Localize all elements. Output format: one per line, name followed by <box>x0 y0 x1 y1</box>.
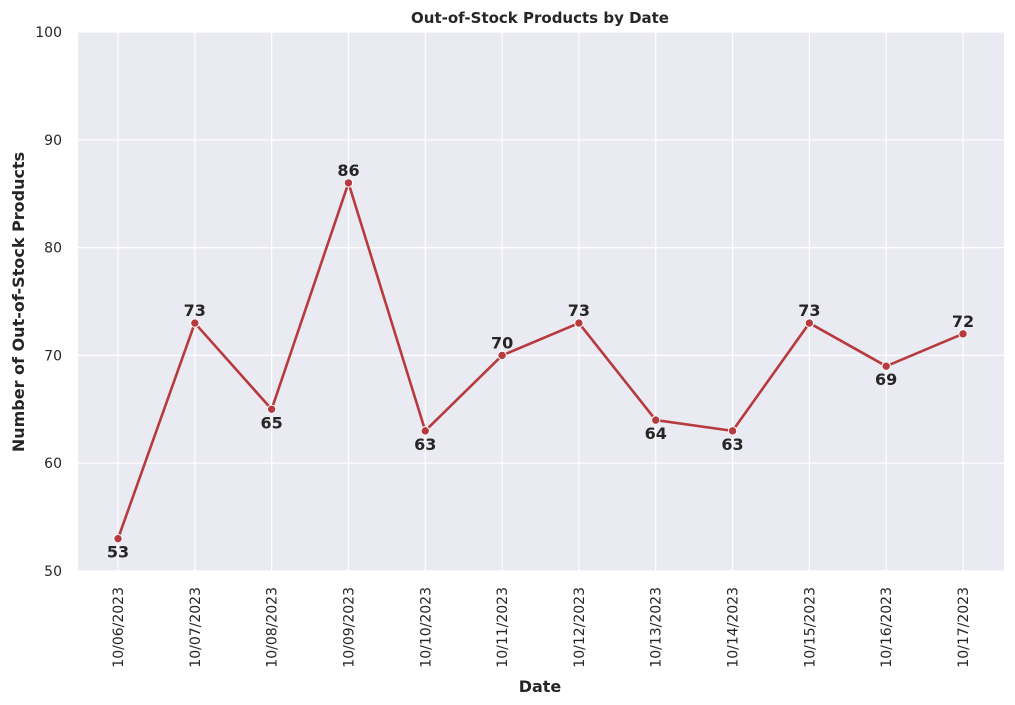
data-point <box>497 350 507 361</box>
plot-area <box>78 32 1004 571</box>
x-axis-ticks: 10/06/2023 10/07/2023 10/08/2023 10/09/2023… <box>111 587 972 668</box>
data-label: 86 <box>337 161 359 180</box>
x-tick-label: 10/12/2023 <box>572 587 588 668</box>
x-tick-label: 10/09/2023 <box>341 587 357 668</box>
data-label: 73 <box>568 301 590 320</box>
data-point <box>420 426 430 436</box>
x-tick-label: 10/17/2023 <box>956 587 972 668</box>
grid-lines <box>78 31 1004 572</box>
series-line <box>116 181 964 540</box>
data-point <box>804 318 815 328</box>
y-tick-label: 70 <box>44 348 62 364</box>
y-tick-label: 50 <box>44 564 62 580</box>
data-labels: 53 73 65 86 63 70 73 64 63 73 69 72 <box>107 161 974 562</box>
x-tick-label: 10/10/2023 <box>418 587 434 668</box>
x-axis-title: Date <box>519 677 562 696</box>
data-label: 65 <box>261 413 283 432</box>
data-point <box>113 533 123 544</box>
x-tick-label: 10/16/2023 <box>879 587 895 668</box>
data-point <box>190 318 200 328</box>
y-tick-label: 80 <box>44 241 62 257</box>
y-axis-title: Number of Out-of-Stock Products <box>9 152 28 452</box>
data-label: 69 <box>875 370 897 389</box>
y-tick-label: 60 <box>44 456 62 472</box>
y-tick-label: 100 <box>35 25 62 41</box>
x-tick-label: 10/06/2023 <box>111 587 127 668</box>
data-point <box>343 178 354 188</box>
y-tick-label: 90 <box>44 133 62 149</box>
data-label: 63 <box>721 435 743 454</box>
series-markers <box>113 178 968 544</box>
data-label: 70 <box>491 333 513 352</box>
data-label: 72 <box>952 312 974 331</box>
data-label: 73 <box>184 301 206 320</box>
data-point <box>574 318 584 328</box>
data-label: 63 <box>414 435 436 454</box>
data-point <box>651 415 661 425</box>
x-tick-label: 10/07/2023 <box>188 587 204 668</box>
x-tick-label: 10/08/2023 <box>265 587 281 668</box>
data-point <box>727 426 738 436</box>
x-tick-label: 10/15/2023 <box>802 587 818 668</box>
x-tick-label: 10/14/2023 <box>726 587 742 668</box>
data-point <box>881 361 891 371</box>
x-tick-label: 10/13/2023 <box>649 587 665 668</box>
data-label: 64 <box>645 424 667 443</box>
x-tick-label: 10/11/2023 <box>495 587 511 668</box>
data-point <box>958 329 968 339</box>
data-label: 53 <box>107 543 129 562</box>
data-label: 73 <box>798 301 820 320</box>
data-point <box>266 404 277 414</box>
y-axis-ticks: 50 60 70 80 90 100 <box>35 25 62 580</box>
chart-title: Out-of-Stock Products by Date <box>411 9 669 27</box>
